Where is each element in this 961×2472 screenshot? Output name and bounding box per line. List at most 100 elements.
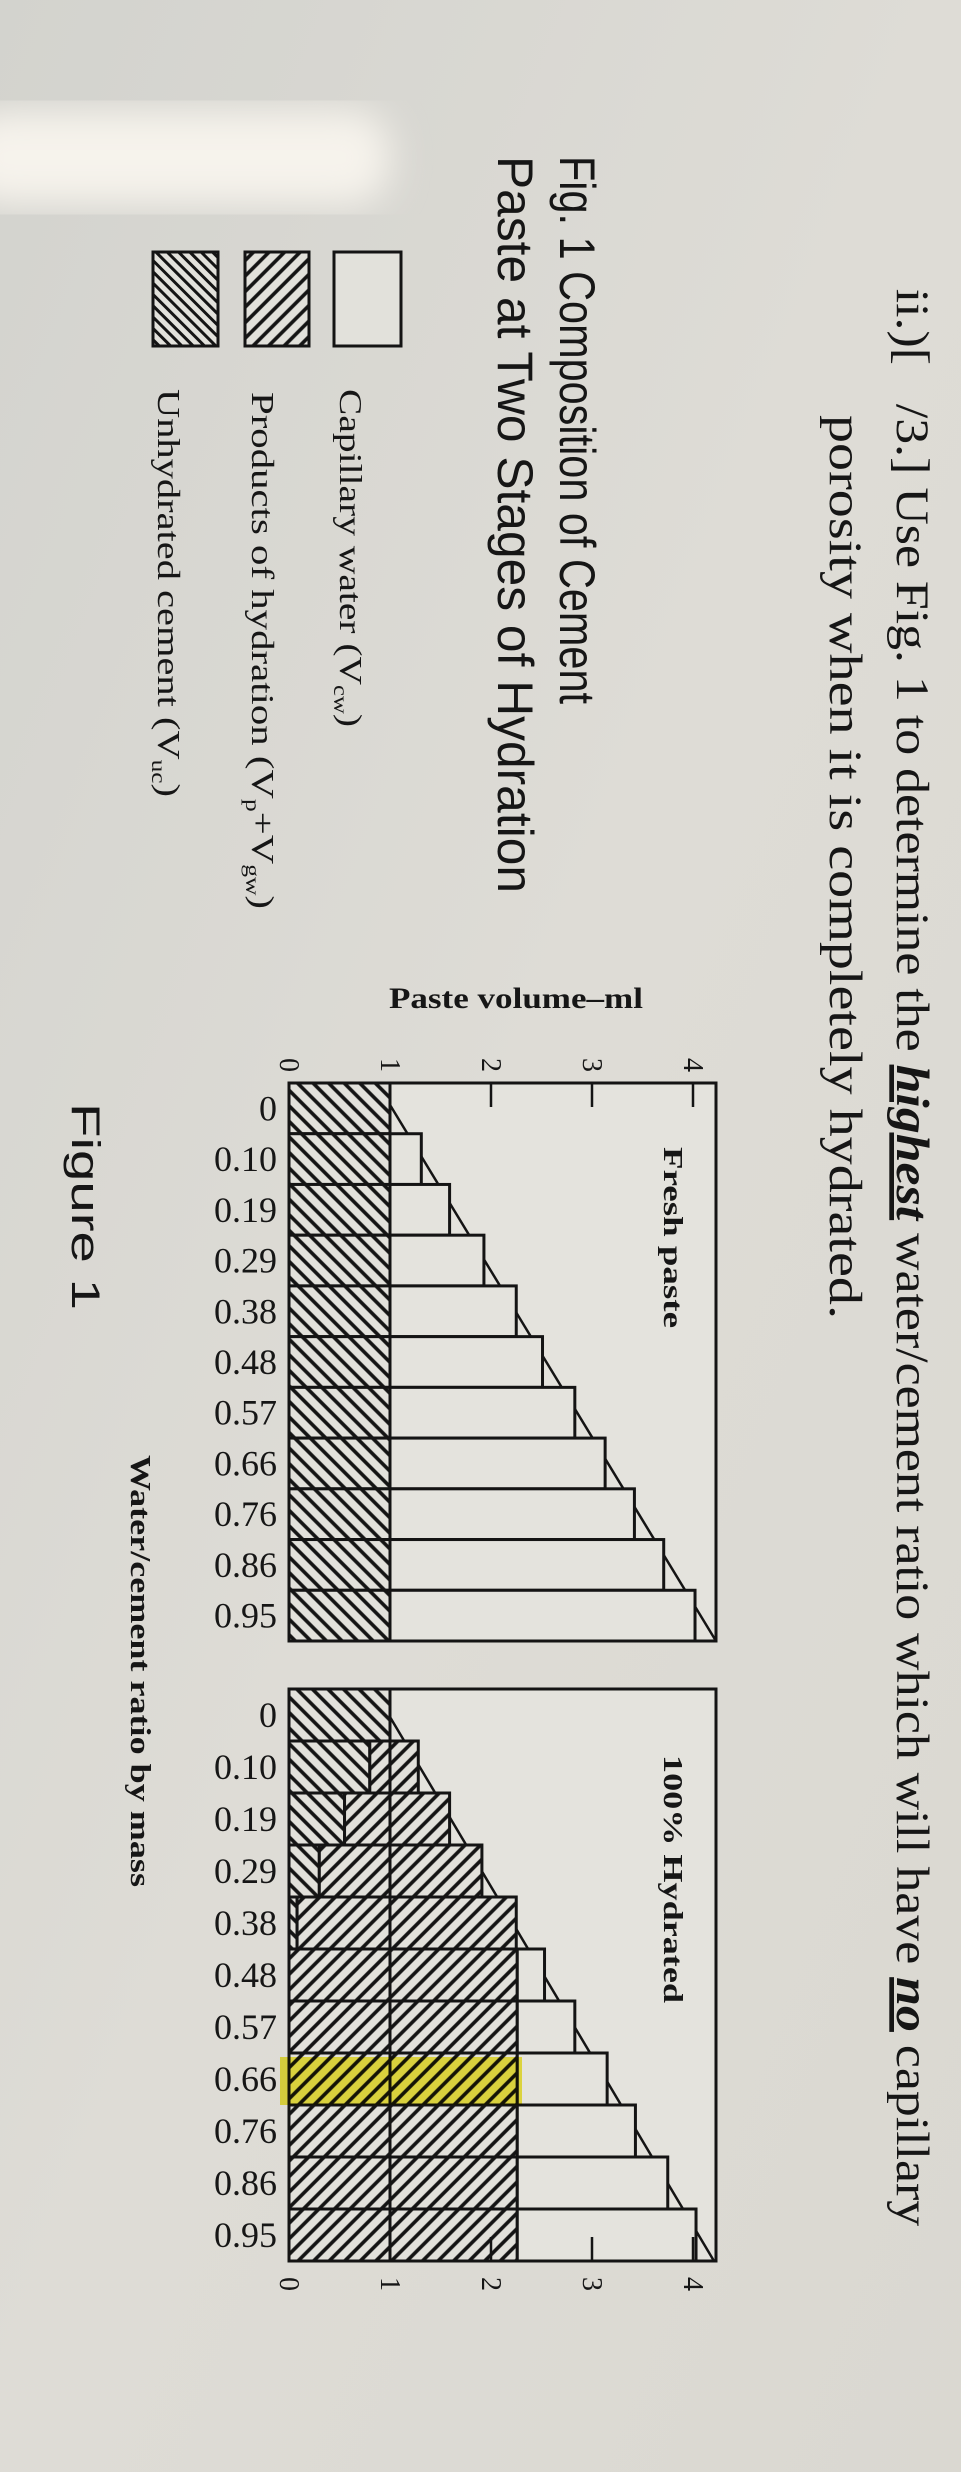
bar-segment-capillary-water (388, 1233, 486, 1288)
bar-segment-products-of-hydration (287, 2207, 519, 2263)
legend-products-mid: +V (245, 812, 281, 864)
value-tick-label: 4 (677, 2277, 708, 2291)
bar-segment-capillary-water (388, 1182, 452, 1237)
category-label: 0.66 (214, 2059, 277, 2099)
category-axis-label: Water/cement ratio by mass (124, 1455, 155, 1887)
value-tick-label: 0 (273, 1058, 304, 1072)
bar-segment-capillary-water (388, 1284, 518, 1339)
value-axis-label: Paste volume–ml (389, 982, 643, 1015)
category-label: 0 (259, 1695, 277, 1735)
bar-segment-products-of-hydration (368, 1739, 420, 1795)
category-label: 0.29 (214, 1851, 277, 1891)
chart-100-percent-hydrated: 0 0.10 0.19 0.29 0.38 0.48 0.57 0.66 0.76 0.86 0.9… (214, 1687, 718, 2291)
bar-segment-products-of-hydration (317, 1843, 484, 1899)
category-label: 0.66 (214, 1443, 277, 1483)
legend: Capillary water (Vcw) Products of hydrat… (147, 250, 403, 909)
bar-segment-capillary-water (515, 1947, 547, 2003)
category-label: 0.76 (214, 2111, 277, 2151)
chart-title-hydrated: 100% Hydrated (658, 1755, 688, 2003)
legend-capillary-text: Capillary water (V (333, 389, 369, 685)
category-label: 0.86 (214, 1545, 277, 1585)
legend-unhydrated-sub: uc (147, 760, 169, 784)
value-tick-label: 2 (475, 2277, 506, 2291)
bar-segment-capillary-water (388, 1487, 636, 1542)
question-line-1: ii.)[ /3.] Use Fig. 1 to determine the h… (886, 198, 938, 2291)
bar-segment-unhydrated-cement (287, 1843, 321, 1899)
bar-segment-unhydrated-cement (287, 1182, 392, 1237)
bar-segment-unhydrated-cement (287, 1687, 392, 1743)
bar-segment-capillary-water (515, 1999, 577, 2055)
bar-segment-unhydrated-cement (287, 1791, 347, 1847)
question-emphasis-no: no (886, 1977, 938, 2032)
value-tick-label: 2 (475, 1058, 506, 1072)
bar-segment-products-of-hydration (343, 1791, 452, 1847)
bar-segment-capillary-water (388, 1588, 697, 1643)
bar-segment-unhydrated-cement (287, 1739, 372, 1795)
question-line-2: porosity when it is completely hydrated. (819, 415, 871, 1319)
legend-swatch-capillary-water (332, 250, 403, 348)
value-tick-label: 0 (273, 2277, 304, 2291)
legend-unhydrated-close: ) (151, 784, 187, 797)
bar-segment-unhydrated-cement (287, 1284, 392, 1339)
category-label: 0.10 (214, 1747, 277, 1787)
category-label: 0.19 (214, 1799, 277, 1839)
category-label: 0.48 (214, 1955, 277, 1995)
bar-segment-products-of-hydration (295, 1895, 518, 1951)
category-label: 0.95 (214, 1596, 277, 1636)
question: ii.)[ /3.] Use Fig. 1 to determine the h… (819, 198, 938, 2291)
highlighter-mark (280, 2057, 522, 2105)
bar-segment-unhydrated-cement (287, 1538, 392, 1592)
bar-segment-unhydrated-cement (287, 1588, 392, 1643)
bar-segment-capillary-water (388, 1132, 423, 1186)
bar-segment-unhydrated-cement (287, 1335, 392, 1389)
bar-segment-capillary-water (388, 1385, 577, 1440)
bar-segment-capillary-water (515, 2051, 609, 2107)
chart-fresh-paste: 0 0.10 0.19 0.29 0.38 0.48 0.57 0.66 0.76 0.86 0.9… (214, 1058, 718, 1643)
value-tick-label: 3 (576, 2277, 607, 2291)
category-label: 0.38 (214, 1903, 277, 1943)
category-label: 0.48 (214, 1342, 277, 1382)
category-label: 0.19 (214, 1190, 277, 1230)
question-emphasis-highest: highest (886, 1065, 938, 1223)
category-label: 0.38 (214, 1291, 277, 1331)
bar-segment-unhydrated-cement (287, 1132, 392, 1186)
legend-swatch-products-of-hydration (243, 250, 311, 348)
legend-label-products-of-hydration: Products of hydration (Vp+Vgw) (241, 392, 281, 909)
bar-segment-capillary-water (388, 1538, 666, 1592)
figure-caption: Fig. 1 Composition of Cement Paste at Tw… (487, 156, 605, 893)
bar-segment-unhydrated-cement (287, 1487, 392, 1542)
glare (0, 110, 390, 205)
caption-line-2: Paste at Two Stages of Hydration (487, 156, 543, 893)
bar-segment-products-of-hydration (287, 1947, 519, 2003)
legend-label-capillary-water: Capillary water (Vcw) (329, 389, 369, 727)
legend-label-unhydrated-cement: Unhydrated cement (Vuc) (147, 389, 187, 797)
category-label: 0 (259, 1088, 277, 1128)
bar-segment-capillary-water (515, 2103, 637, 2159)
category-label: 0.95 (214, 2215, 277, 2255)
question-middle: water/cement ratio which will have (886, 1220, 938, 1977)
legend-products-close: ) (245, 895, 281, 909)
value-tick-label: 1 (374, 2277, 405, 2291)
legend-products-sub2: gw (241, 864, 263, 896)
chart-title-fresh-paste: Fresh paste (658, 1147, 688, 1328)
bar-segment-unhydrated-cement (287, 1436, 392, 1491)
category-label: 0.57 (214, 2007, 277, 2047)
category-label: 0.10 (214, 1139, 277, 1179)
legend-capillary-sub: cw (329, 685, 351, 714)
bar-segment-unhydrated-cement (287, 1233, 392, 1288)
bar-segment-unhydrated-cement (287, 1385, 392, 1440)
figure-label: Figure 1 (63, 1103, 107, 1310)
legend-products-text: Products of hydration (V (245, 392, 281, 799)
legend-products-sub1: p (241, 799, 263, 812)
category-label: 0.57 (214, 1393, 277, 1433)
question-suffix: capillary (886, 2032, 938, 2227)
category-label: 0.29 (214, 1241, 277, 1281)
legend-capillary-close: ) (333, 714, 369, 727)
category-label: 0.86 (214, 2163, 277, 2203)
bar-segment-capillary-water (388, 1335, 545, 1389)
category-label: 0.76 (214, 1494, 277, 1534)
bar-segment-products-of-hydration (287, 2155, 519, 2211)
value-tick-label: 1 (374, 1058, 405, 1072)
bar-segment-capillary-water (515, 2207, 698, 2263)
caption-line-1: Fig. 1 Composition of Cement (549, 156, 605, 704)
